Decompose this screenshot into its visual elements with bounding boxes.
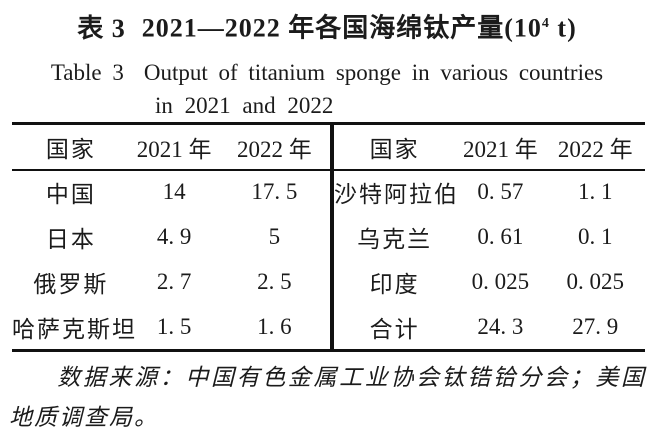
left-header-row: 国家 2021 年 2022 年 <box>12 125 330 169</box>
value-2021-cell: 1. 5 <box>156 313 192 339</box>
value-2022-cell: 2. 5 <box>257 268 292 294</box>
country-cell: 乌克兰 <box>357 226 433 252</box>
country-cell: 合计 <box>369 316 420 342</box>
table-divider-double-line <box>330 125 334 349</box>
country-cell: 印度 <box>369 271 420 297</box>
table-title-en-line1: Table 3 Output of titanium sponge in vari… <box>0 59 654 87</box>
value-2022-cell: 5 <box>268 223 281 249</box>
value-2022-cell: 27. 9 <box>572 313 619 339</box>
country-cell: 哈萨克斯坦 <box>12 316 137 342</box>
table-title-zh-unit: t) <box>549 13 577 43</box>
column-header-country: 国家 <box>45 137 96 162</box>
right-subtable: 国家 2021 年 2022 年 沙特阿拉伯 0. 57 1. 1 乌克兰 0.… <box>334 125 645 349</box>
table-row-japan: 日本 4. 9 5 <box>12 214 330 259</box>
value-2021-cell: 4. 9 <box>156 223 192 249</box>
superscript-exponent: 4 <box>541 16 550 31</box>
country-cell: 俄罗斯 <box>33 271 109 297</box>
value-2022-cell: 17. 5 <box>251 178 298 204</box>
table-row-kazakhstan: 哈萨克斯坦 1. 5 1. 6 <box>12 304 330 349</box>
header-separator-rule <box>12 169 645 171</box>
value-2022-cell: 0. 025 <box>566 268 624 294</box>
table-title-zh-main: 2021—2022 年各国海绵钛产量(10 <box>141 13 542 43</box>
column-header-2021: 2021 年 <box>463 137 538 162</box>
data-source-note: 数据来源：中国有色金属工业协会钛锆铪分会；美国地质调查局。 <box>9 365 646 430</box>
table-row-ukraine: 乌克兰 0. 61 0. 1 <box>334 214 645 259</box>
value-2021-cell: 14 <box>162 178 186 204</box>
column-header-2021: 2021 年 <box>136 137 212 162</box>
left-subtable: 国家 2021 年 2022 年 中国 14 17. 5 日本 4. 9 5 俄… <box>12 125 330 349</box>
table-number-en: Table 3 <box>50 59 124 85</box>
value-2022-cell: 1. 1 <box>577 178 613 204</box>
value-2021-cell: 24. 3 <box>477 313 524 339</box>
table-title-zh: 表 3 2021—2022 年各国海绵钛产量(104 t) <box>0 0 654 44</box>
value-2021-cell: 0. 61 <box>477 223 524 249</box>
value-2021-cell: 0. 57 <box>477 178 524 204</box>
table-title-en-text: Output of titanium sponge in various cou… <box>143 59 604 85</box>
table-number-zh: 表 3 <box>77 13 126 43</box>
country-cell: 沙特阿拉伯 <box>334 181 459 207</box>
country-cell: 中国 <box>45 181 96 207</box>
table-row-china: 中国 14 17. 5 <box>12 169 330 214</box>
value-2022-cell: 1. 6 <box>257 313 292 339</box>
value-2022-cell: 0. 1 <box>577 223 613 249</box>
table-title-en-line2: in 2021 and 2022 <box>155 92 334 118</box>
table-row-saudi-arabia: 沙特阿拉伯 0. 57 1. 1 <box>334 169 645 214</box>
column-header-country: 国家 <box>369 137 420 162</box>
column-header-2022: 2022 年 <box>236 137 312 162</box>
country-cell: 日本 <box>45 226 96 252</box>
table-row-india: 印度 0. 025 0. 025 <box>334 259 645 304</box>
table-row-total: 合计 24. 3 27. 9 <box>334 304 645 349</box>
value-2021-cell: 2. 7 <box>156 268 192 294</box>
right-header-row: 国家 2021 年 2022 年 <box>334 125 645 169</box>
value-2021-cell: 0. 025 <box>471 268 530 294</box>
column-header-2022: 2022 年 <box>557 137 633 162</box>
output-table: 国家 2021 年 2022 年 中国 14 17. 5 日本 4. 9 5 俄… <box>12 122 645 352</box>
table-row-russia: 俄罗斯 2. 7 2. 5 <box>12 259 330 304</box>
